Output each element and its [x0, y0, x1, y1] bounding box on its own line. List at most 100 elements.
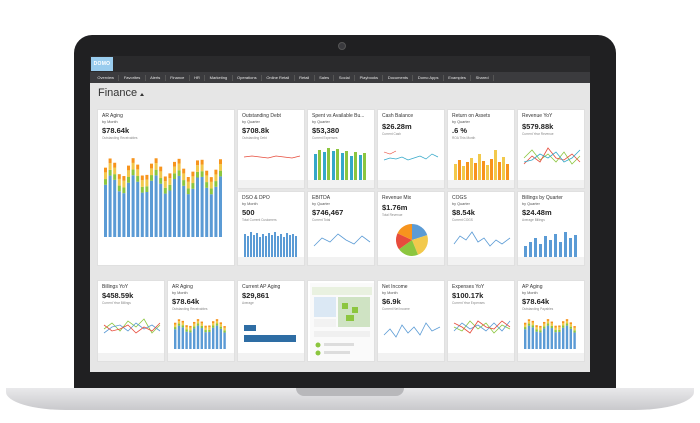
- card-value: $1.76m: [382, 203, 408, 212]
- card-title: Revenue YoY: [522, 113, 553, 119]
- bar-segment: [182, 168, 186, 174]
- card-title: Expenses YoY: [452, 284, 485, 290]
- bar-segment: [546, 320, 550, 324]
- nav-item-playbooks[interactable]: Playbooks: [355, 74, 384, 81]
- bar-segment: [543, 328, 546, 349]
- bar-segment: [558, 331, 561, 349]
- bar-segment: [163, 193, 167, 237]
- bar-segment: [136, 176, 140, 182]
- bar-segment: [182, 173, 186, 181]
- card-app-preview[interactable]: [307, 280, 375, 362]
- bar-segment: [205, 182, 209, 188]
- domo-logo[interactable]: DOMO: [91, 57, 113, 71]
- card-subtitle: by Month: [102, 120, 118, 124]
- bar-segment: [558, 327, 561, 330]
- bar-segment: [209, 177, 213, 182]
- bar-segment: [108, 175, 112, 237]
- card-dso-dpo[interactable]: DSO & DPO by Month 500 Total Current Cus…: [237, 191, 305, 266]
- nav-item-examples[interactable]: Examples: [444, 74, 472, 81]
- card-title: COGS: [452, 195, 467, 201]
- card-cogs[interactable]: COGS by Quarter $8.54k Current COGS: [447, 191, 515, 266]
- card-ebitda[interactable]: EBITDA by Quarter $746,467 Current Total: [307, 191, 375, 266]
- card-value: $100.17k: [452, 291, 484, 300]
- card-footnote: Outstanding Debt: [242, 136, 267, 140]
- bar-segment: [214, 169, 218, 175]
- bar-segment: [181, 322, 184, 326]
- line-chart: [453, 231, 511, 247]
- card-outstanding-debt[interactable]: Outstanding Debt by Quarter $708.8k Outs…: [237, 109, 305, 189]
- nav-item-sales[interactable]: Sales: [315, 74, 335, 81]
- bar-segment: [177, 325, 181, 349]
- page-title[interactable]: Finance: [98, 87, 145, 99]
- card-title: Billings by Quarter: [522, 195, 563, 201]
- card-ar-aging-small[interactable]: AR Aging by Month $78.64k Outstanding Re…: [167, 280, 235, 362]
- card-footer: [448, 180, 514, 188]
- card-revenue-yoy[interactable]: Revenue YoY $579.88k Current Year Revenu…: [517, 109, 585, 189]
- bar-segment: [524, 329, 527, 349]
- card-footnote: Average: [242, 301, 254, 305]
- bar-segment: [219, 170, 222, 177]
- pie-chart: [395, 223, 428, 256]
- card-ap-aging[interactable]: AP Aging by Month $78.64k Outstanding Pa…: [517, 280, 585, 362]
- card-revenue-mix[interactable]: Revenue Mix $1.76m Total Revenue: [377, 191, 445, 266]
- bar-segment: [215, 323, 219, 326]
- card-footer: [518, 353, 584, 361]
- card-value: $458.59k: [102, 291, 134, 300]
- bar-segment: [569, 326, 572, 329]
- bar-segment: [204, 332, 207, 349]
- bar-segment: [154, 175, 158, 237]
- nav-item-finance[interactable]: Finance: [166, 74, 190, 81]
- card-subtitle: by Quarter: [452, 120, 470, 124]
- card-ar-aging-big[interactable]: AR Aging by Month $78.64k Outstanding Re…: [97, 109, 235, 266]
- card-return-on-assets[interactable]: Return on Assets by Quarter .6 % ROA Thi…: [447, 109, 515, 189]
- nav-item-marketing[interactable]: Marketing: [205, 74, 233, 81]
- bar-segment: [543, 321, 546, 324]
- nav-item-alerts[interactable]: Alerts: [146, 74, 166, 81]
- nav-item-retail[interactable]: Retail: [295, 74, 315, 81]
- caret-up-icon[interactable]: [140, 92, 145, 96]
- card-spent-vs-budget[interactable]: Spent vs Available Bu... by Quarter $53,…: [307, 109, 375, 189]
- bar-segment: [200, 159, 204, 165]
- bar-segment: [177, 319, 181, 322]
- nav-item-overview[interactable]: Overview: [93, 74, 120, 81]
- card-footer: [518, 257, 584, 265]
- bar-segment: [145, 174, 149, 180]
- card-value: 500: [242, 208, 255, 217]
- nav-item-shared[interactable]: Shared: [471, 74, 494, 81]
- nav-item-online-retail[interactable]: Online Retail: [262, 74, 295, 81]
- card-footnote: Total Current Customers: [242, 218, 277, 222]
- bar-segment: [163, 187, 167, 194]
- card-value: $579.88k: [522, 122, 554, 131]
- card-net-income[interactable]: Net Income by Month $6.9k Current Net In…: [377, 280, 445, 362]
- bar-segment: [174, 324, 177, 328]
- card-current-ap-aging[interactable]: Current AP Aging $29,861 Average: [237, 280, 305, 362]
- bar-segment: [181, 327, 184, 349]
- nav-item-favorites[interactable]: Favorites: [119, 74, 146, 81]
- nav-item-operations[interactable]: Operations: [233, 74, 262, 81]
- nav-item-social[interactable]: Social: [334, 74, 356, 81]
- card-footnote: Current Cash: [382, 132, 401, 136]
- card-value: $746,467: [312, 208, 344, 217]
- card-value: $29,861: [242, 291, 270, 300]
- card-title: DSO & DPO: [242, 195, 270, 201]
- card-title: AR Aging: [172, 284, 193, 290]
- bar-segment: [565, 325, 569, 349]
- card-billings-yoy[interactable]: Billings YoY $458.59k Current Year Billi…: [97, 280, 165, 362]
- bar-segment: [127, 177, 130, 183]
- card-expenses-yoy[interactable]: Expenses YoY $100.17k Current Year Expen…: [447, 280, 515, 362]
- bar-segment: [200, 171, 204, 177]
- bar-segment: [539, 325, 542, 328]
- line-chart: [383, 322, 441, 338]
- bar-segment: [159, 178, 163, 184]
- card-billings-by-quarter[interactable]: Billings by Quarter by Quarter $24.48m A…: [517, 191, 585, 266]
- bar-segment: [145, 186, 149, 192]
- nav-item-domo-apps[interactable]: Domo Apps: [413, 74, 444, 81]
- card-subtitle: by Quarter: [312, 202, 330, 206]
- bar-segment: [215, 320, 219, 324]
- nav-item-documents[interactable]: Documents: [383, 74, 414, 81]
- card-cash-balance[interactable]: Cash Balance $26.28m Current Cash: [377, 109, 445, 189]
- card-value: $8.54k: [452, 208, 475, 217]
- bar-segment: [223, 327, 226, 331]
- nav-item-hr[interactable]: HR: [190, 74, 206, 81]
